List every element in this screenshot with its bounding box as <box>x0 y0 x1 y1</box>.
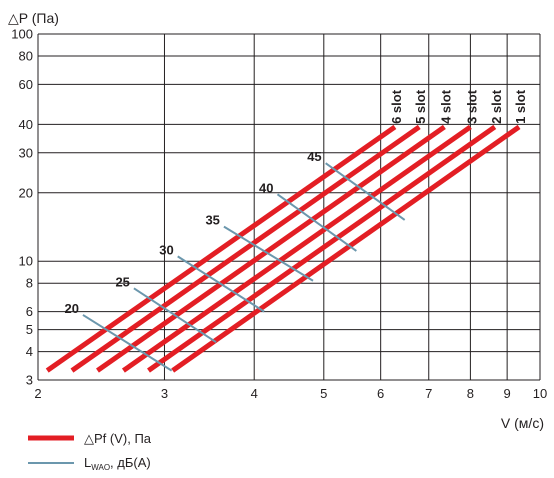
noise-label: 40 <box>259 180 273 195</box>
y-tick-label: 80 <box>19 49 33 64</box>
x-axis-label: V (м/с) <box>501 415 544 431</box>
x-tick-label: 8 <box>467 386 474 401</box>
pressure-line <box>121 124 472 373</box>
x-tick-label: 2 <box>34 386 41 401</box>
y-tick-label: 6 <box>26 304 33 319</box>
y-tick-label: 3 <box>26 373 33 388</box>
series-label: 5 slot <box>413 89 428 124</box>
pressure-series: 1 slot 2 slot 3 slot 4 slot 5 slot 6 slot <box>45 89 528 373</box>
y-tick-label: 10 <box>19 254 33 269</box>
series-label: 4 slot <box>438 89 453 124</box>
legend: △Pf (V), Па LWAO, дБ(А) <box>28 431 152 472</box>
noise-line <box>82 314 173 372</box>
x-tick-label: 10 <box>533 386 547 401</box>
noise-line <box>325 162 406 221</box>
y-tick-label: 40 <box>19 117 33 132</box>
noise-lines: 20 25 30 35 40 45 <box>64 149 406 372</box>
pressure-line <box>171 124 521 373</box>
legend-pressure-label: △Pf (V), Па <box>84 431 152 446</box>
grid <box>37 33 541 381</box>
series-label: 2 slot <box>489 89 504 124</box>
y-tick-label: 4 <box>26 344 33 359</box>
noise-line <box>276 193 357 252</box>
noise-line <box>133 287 217 344</box>
noise-line <box>223 225 314 282</box>
series-label: 3 slot <box>464 89 479 124</box>
y-tick-label: 8 <box>26 276 33 291</box>
x-tick-label: 4 <box>251 386 258 401</box>
noise-line <box>177 255 265 313</box>
y-tick-label: 5 <box>26 322 33 337</box>
x-tick-label: 5 <box>320 386 327 401</box>
y-tick-label: 60 <box>19 77 33 92</box>
y-axis-label: △P (Па) <box>8 10 59 26</box>
x-tick-label: 7 <box>425 386 432 401</box>
x-tick-label: 9 <box>504 386 511 401</box>
legend-noise-label: LWAO, дБ(А) <box>84 455 151 472</box>
pressure-line <box>70 124 421 373</box>
x-tick-labels: 2 3 4 5 6 7 8 9 10 <box>34 386 547 401</box>
x-tick-label: 3 <box>161 386 168 401</box>
pressure-line <box>147 124 497 373</box>
x-tick-label: 6 <box>377 386 384 401</box>
series-label: 1 slot <box>513 89 528 124</box>
noise-label: 30 <box>159 242 173 257</box>
noise-label: 35 <box>205 213 219 228</box>
noise-label: 45 <box>307 149 321 164</box>
noise-label: 25 <box>115 274 129 289</box>
y-tick-label: 20 <box>19 185 33 200</box>
noise-label: 20 <box>64 301 78 316</box>
pressure-line <box>96 124 446 373</box>
y-tick-label: 100 <box>11 27 33 42</box>
y-tick-labels: 3 4 5 6 8 10 20 30 40 60 80 100 <box>11 27 33 388</box>
series-label: 6 slot <box>389 89 404 124</box>
y-tick-label: 30 <box>19 145 33 160</box>
